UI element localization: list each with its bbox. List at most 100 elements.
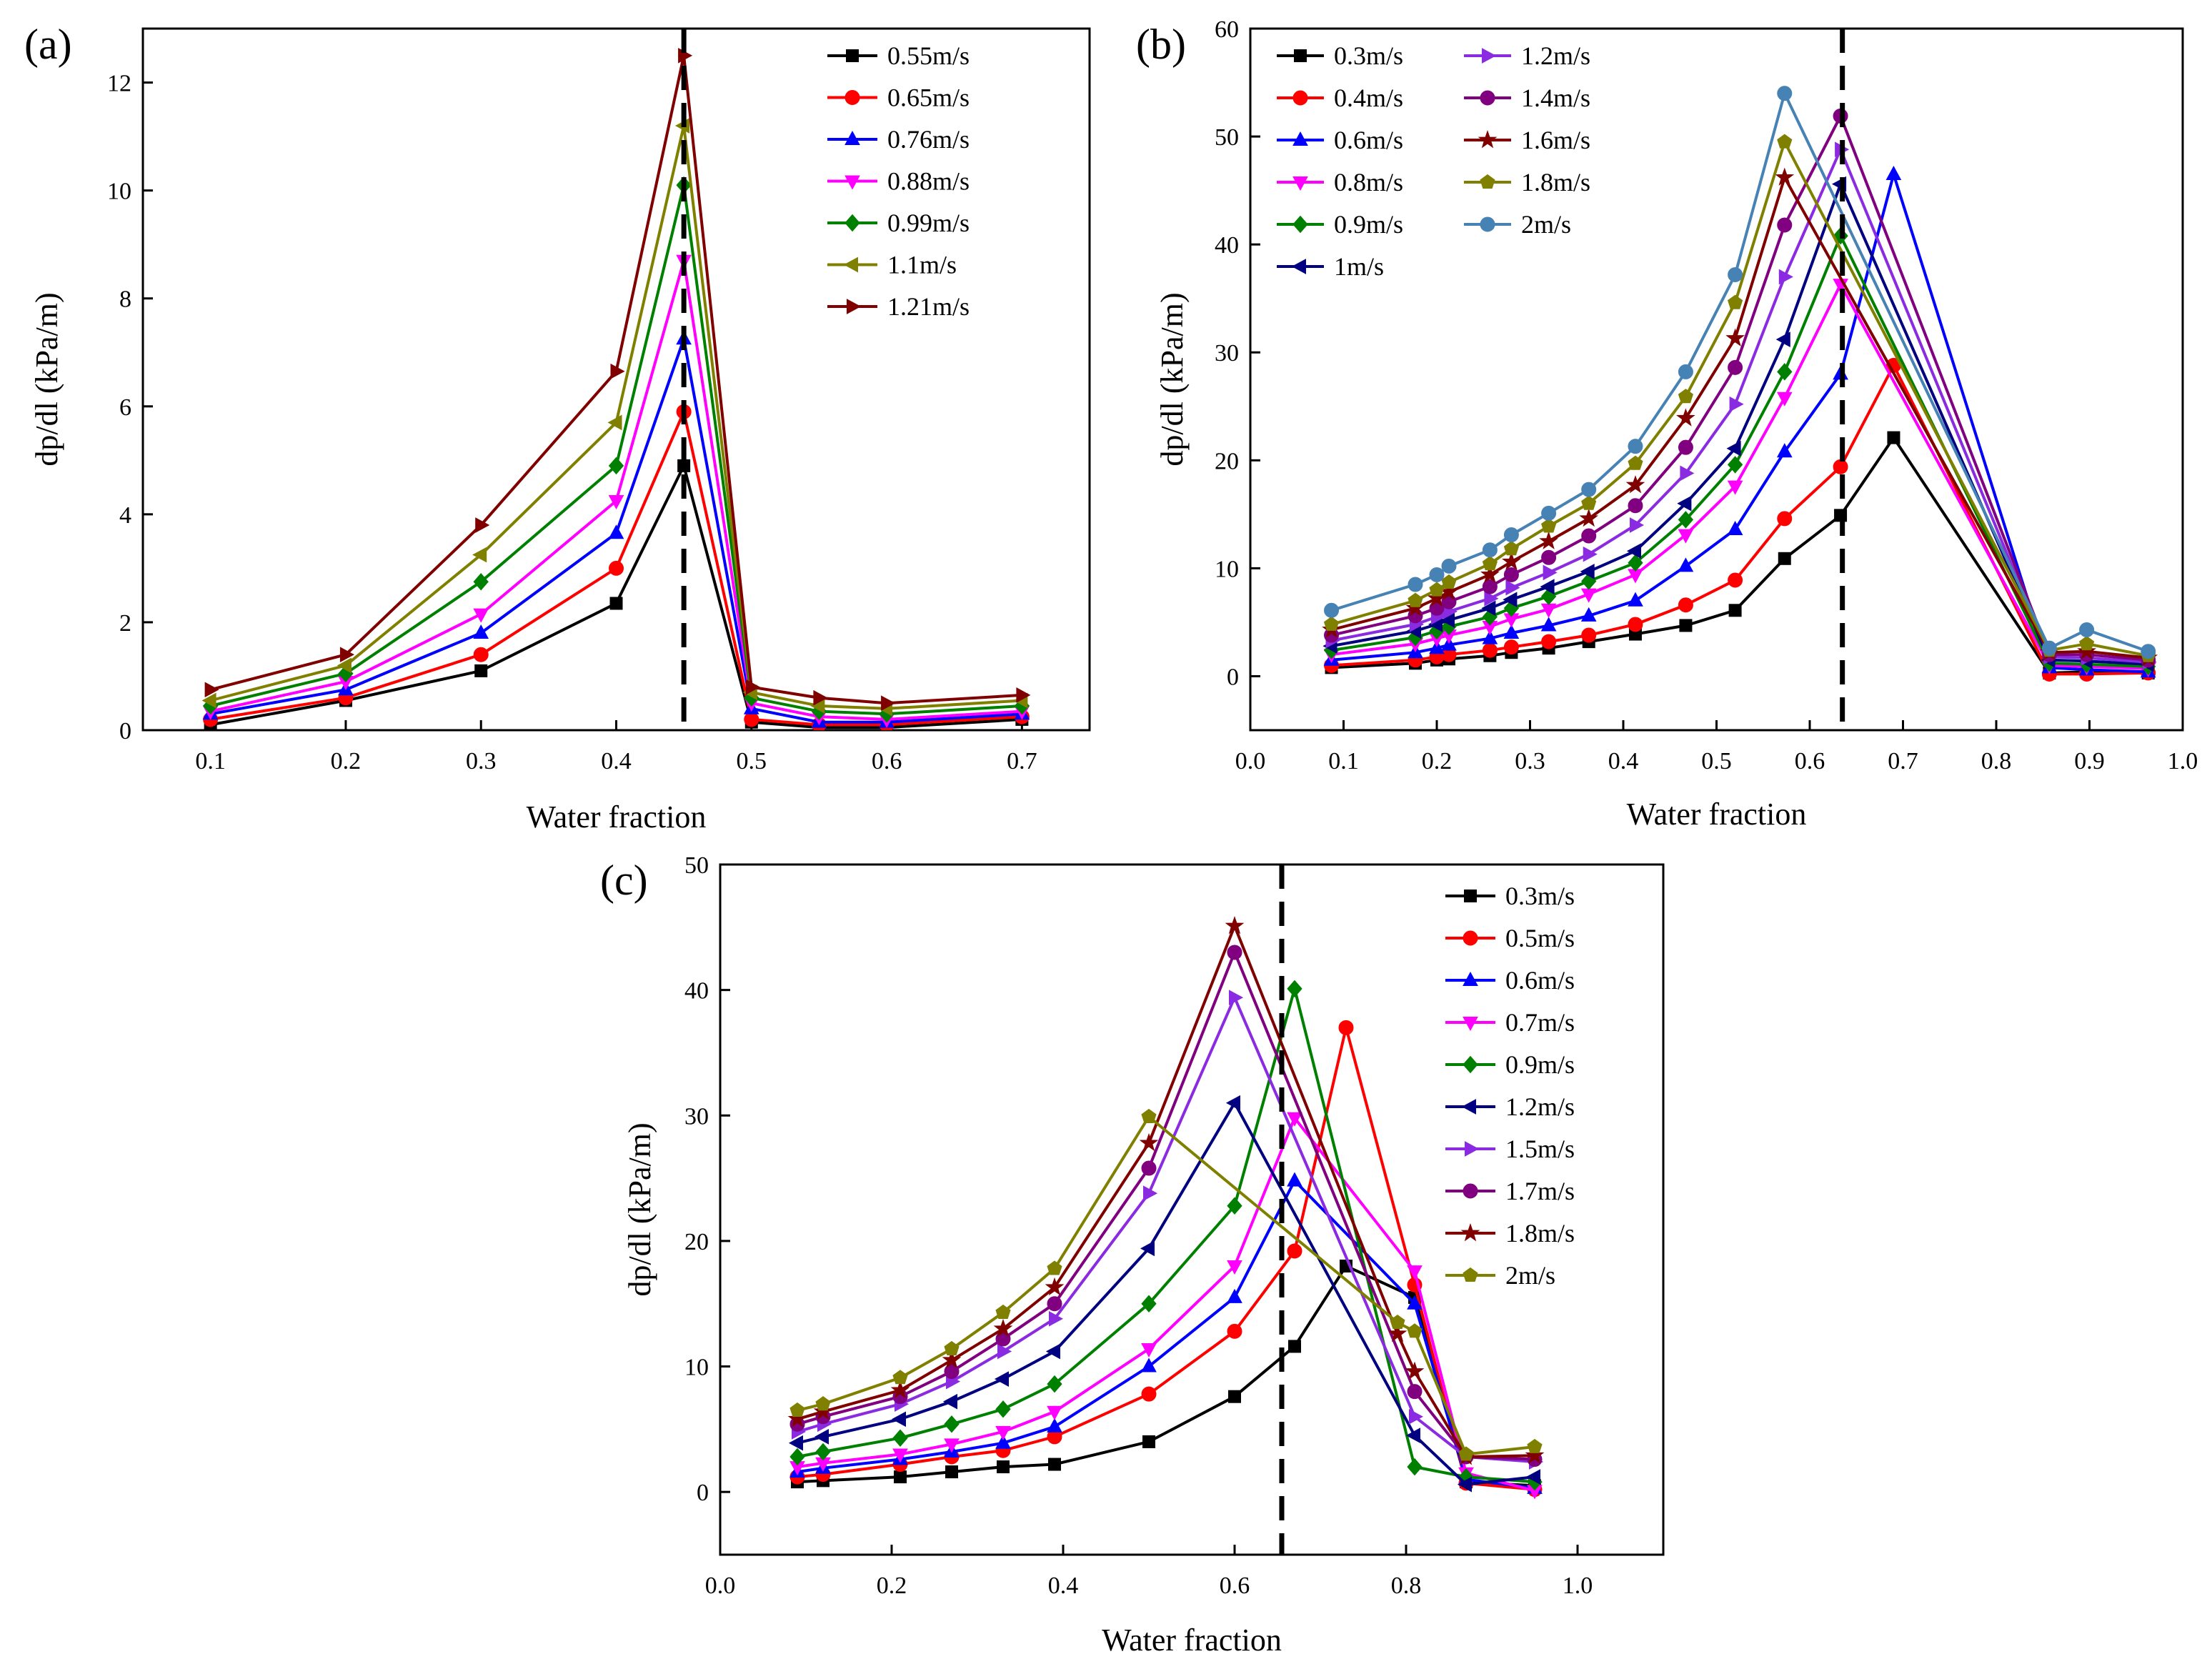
data-point-2m/s (2041, 640, 2057, 656)
legend-label: 0.7m/s (1505, 1008, 1575, 1037)
data-point-2m/s (1407, 1323, 1423, 1338)
legend-label: 1.2m/s (1505, 1092, 1575, 1121)
data-point-0.3m/s (1887, 431, 1900, 444)
data-point-0.3m/s (1048, 1458, 1061, 1471)
legend-label: 1.21m/s (887, 292, 970, 321)
data-point-0.9m/s (789, 1448, 805, 1466)
data-point-1.6m/s (1676, 408, 1695, 427)
data-point-1.4m/s (1728, 359, 1743, 375)
data-point-1m/s (1677, 495, 1692, 512)
x-axis-title: Water fraction (527, 799, 707, 834)
legend-marker (1291, 259, 1306, 274)
data-point-1.8m/s (1503, 541, 1519, 556)
data-point-2m/s (2079, 622, 2095, 637)
legend-marker (1292, 90, 1308, 106)
x-tick-label: 0.2 (877, 1573, 907, 1599)
data-point-1.21m/s (881, 695, 896, 712)
data-point-1.6m/s (1502, 552, 1521, 570)
x-tick-label: 0.9 (2074, 748, 2105, 774)
legend-marker (1482, 48, 1497, 64)
legend-marker (846, 49, 859, 62)
data-point-1.2m/s (1484, 590, 1499, 607)
data-point-0.4m/s (1678, 597, 1693, 613)
data-point-1.21m/s (475, 517, 490, 533)
data-point-1.2m/s (1045, 1343, 1060, 1360)
data-point-1.7m/s (1141, 1160, 1157, 1176)
x-tick-label: 1.0 (2168, 748, 2198, 774)
x-tick-label: 0.2 (1422, 748, 1453, 774)
data-point-1.2m/s (942, 1393, 957, 1410)
legend-marker (1480, 216, 1495, 232)
data-point-1.21m/s (339, 647, 354, 663)
data-point-0.6m/s (1885, 165, 1902, 180)
x-tick-label: 0.1 (195, 748, 226, 774)
x-tick-label: 0.6 (1795, 748, 1825, 774)
data-point-0.3m/s (1288, 1340, 1301, 1353)
data-point-0.9m/s (1628, 554, 1643, 572)
legend-label: 1.4m/s (1521, 84, 1590, 112)
x-tick-label: 0.4 (601, 748, 632, 774)
legend-marker (1292, 176, 1308, 191)
series-line-0.6m/s (797, 1178, 1535, 1490)
legend-label: 0.9m/s (1334, 210, 1403, 239)
data-point-2m/s (815, 1396, 831, 1411)
x-tick-label: 0.7 (1007, 748, 1037, 774)
data-point-0.5m/s (1227, 1323, 1242, 1339)
x-tick-label: 0.6 (1220, 1573, 1250, 1599)
data-point-1.4m/s (1541, 549, 1557, 565)
y-tick-label: 50 (1215, 124, 1239, 151)
data-point-2m/s (1503, 527, 1519, 543)
x-tick-label: 0.6 (872, 748, 902, 774)
legend-marker (845, 214, 860, 232)
data-point-2m/s (1408, 577, 1423, 592)
x-tick-label: 0.4 (1608, 748, 1639, 774)
data-point-0.9m/s (1678, 511, 1694, 529)
data-point-1m/s (1626, 543, 1641, 559)
data-point-0.76m/s (608, 524, 624, 539)
data-point-0.9m/s (1727, 456, 1743, 474)
data-point-0.4m/s (1833, 459, 1848, 474)
data-point-0.9m/s (1777, 363, 1793, 381)
y-tick-label: 10 (107, 179, 131, 205)
data-point-1.5m/s (1229, 990, 1244, 1006)
data-point-0.5m/s (1338, 1020, 1354, 1035)
data-point-1.21m/s (610, 363, 625, 379)
data-point-1.2m/s (1405, 1428, 1420, 1443)
data-point-1.8m/s (1777, 134, 1793, 149)
legend-marker (1465, 1141, 1480, 1157)
y-tick-label: 40 (684, 978, 709, 1005)
legend-label: 1.1m/s (887, 251, 957, 279)
panel-label: (b) (1136, 21, 1186, 68)
data-point-1.7m/s (1407, 1384, 1423, 1400)
legend-label: 0.3m/s (1334, 41, 1403, 70)
data-point-1.8m/s (787, 1409, 807, 1428)
data-point-1.8m/s (1678, 389, 1693, 404)
data-point-0.9m/s (1141, 1295, 1157, 1312)
data-point-1.4m/s (1581, 528, 1597, 544)
data-point-1.7m/s (1227, 945, 1242, 960)
data-point-0.9m/s (892, 1429, 908, 1447)
data-point-2m/s (1777, 86, 1793, 101)
legend-label: 0.6m/s (1505, 966, 1575, 995)
legend-label: 0.88m/s (887, 167, 970, 196)
y-tick-label: 30 (684, 1103, 709, 1130)
data-point-2m/s (892, 1370, 908, 1385)
data-point-0.3m/s (1679, 619, 1693, 632)
y-tick-label: 10 (1215, 556, 1239, 582)
y-tick-label: 0 (1227, 664, 1239, 690)
plot-frame (719, 863, 1665, 1556)
data-point-1.8m/s (1408, 592, 1423, 607)
series-group (1322, 86, 2158, 682)
data-point-0.8m/s (1776, 392, 1793, 407)
data-point-0.76m/s (473, 624, 489, 639)
data-point-0.7m/s (1141, 1343, 1157, 1358)
data-point-1.2m/s (1778, 269, 1793, 285)
data-point-0.7m/s (1287, 1112, 1302, 1127)
legend-marker (1460, 1222, 1480, 1242)
legend-marker (847, 299, 862, 314)
data-point-1.2m/s (1630, 517, 1645, 533)
data-point-0.6m/s (1407, 1295, 1423, 1310)
data-point-2m/s (1458, 1446, 1474, 1461)
legend-label: 0.8m/s (1334, 168, 1403, 196)
